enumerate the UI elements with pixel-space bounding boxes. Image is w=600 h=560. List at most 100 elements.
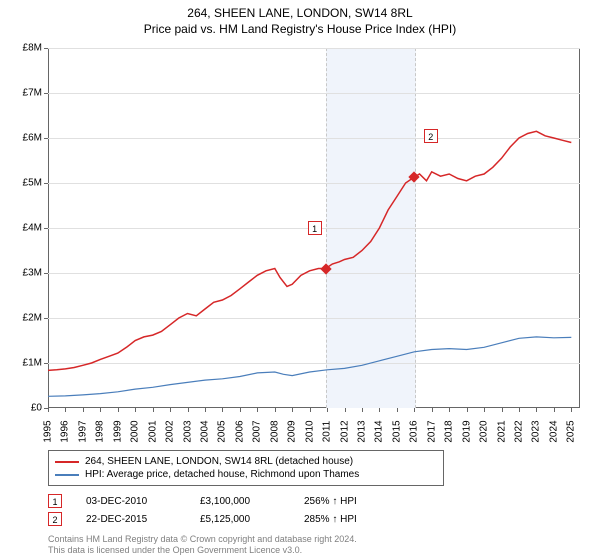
event-price: £5,125,000 — [200, 514, 280, 525]
x-axis-label: 2009 — [287, 420, 298, 442]
tick-x — [222, 408, 223, 412]
tick-x — [188, 408, 189, 412]
tick-x — [292, 408, 293, 412]
x-axis-label: 2002 — [165, 420, 176, 442]
tick-x — [397, 408, 398, 412]
tick-x — [170, 408, 171, 412]
tick-x — [83, 408, 84, 412]
event-date: 22-DEC-2015 — [86, 514, 176, 525]
legend-row: HPI: Average price, detached house, Rich… — [55, 468, 437, 481]
x-axis-label: 2020 — [479, 420, 490, 442]
x-axis-label: 1997 — [77, 420, 88, 442]
event-marker-badge: 2 — [48, 512, 62, 526]
tick-x — [65, 408, 66, 412]
y-axis-label: £0 — [31, 403, 48, 414]
y-axis-label: £1M — [23, 358, 48, 369]
tick-x — [310, 408, 311, 412]
x-axis-label: 2017 — [426, 420, 437, 442]
chart-container: 264, SHEEN LANE, LONDON, SW14 8RL Price … — [0, 0, 600, 560]
main-title: 264, SHEEN LANE, LONDON, SW14 8RL — [0, 6, 600, 20]
x-axis-label: 2004 — [199, 420, 210, 442]
legend-row: 264, SHEEN LANE, LONDON, SW14 8RL (detac… — [55, 455, 437, 468]
legend-box: 264, SHEEN LANE, LONDON, SW14 8RL (detac… — [48, 450, 444, 486]
event-row: 1 03-DEC-2010 £3,100,000 256% ↑ HPI — [48, 492, 374, 510]
tick-x — [571, 408, 572, 412]
tick-x — [135, 408, 136, 412]
chart-plot-area: £0£1M£2M£3M£4M£5M£6M£7M£8M19951996199719… — [48, 48, 580, 408]
x-axis-label: 2021 — [496, 420, 507, 442]
tick-x — [100, 408, 101, 412]
x-axis-label: 1995 — [43, 420, 54, 442]
y-axis-label: £3M — [23, 268, 48, 279]
x-axis-label: 2005 — [217, 420, 228, 442]
y-axis-label: £5M — [23, 178, 48, 189]
tick-x — [240, 408, 241, 412]
series-line — [48, 337, 571, 396]
event-marker-badge: 1 — [48, 494, 62, 508]
legend-swatch — [55, 461, 79, 463]
title-area: 264, SHEEN LANE, LONDON, SW14 8RL Price … — [0, 0, 600, 36]
tick-x — [257, 408, 258, 412]
x-axis-label: 2015 — [391, 420, 402, 442]
event-pct: 285% ↑ HPI — [304, 514, 374, 525]
x-axis-label: 2023 — [531, 420, 542, 442]
y-axis-label: £7M — [23, 88, 48, 99]
x-axis-label: 2024 — [548, 420, 559, 442]
tick-x — [275, 408, 276, 412]
x-axis-label: 2006 — [234, 420, 245, 442]
footer-line-1: Contains HM Land Registry data © Crown c… — [48, 534, 357, 545]
event-row: 2 22-DEC-2015 £5,125,000 285% ↑ HPI — [48, 510, 374, 528]
tick-x — [432, 408, 433, 412]
events-table: 1 03-DEC-2010 £3,100,000 256% ↑ HPI 2 22-DEC-… — [48, 492, 374, 528]
x-axis-label: 2003 — [182, 420, 193, 442]
x-axis-label: 2008 — [269, 420, 280, 442]
tick-x — [536, 408, 537, 412]
tick-x — [327, 408, 328, 412]
x-axis-label: 2013 — [356, 420, 367, 442]
x-axis-label: 2007 — [252, 420, 263, 442]
legend-label: HPI: Average price, detached house, Rich… — [85, 469, 359, 480]
tick-x — [205, 408, 206, 412]
tick-x — [519, 408, 520, 412]
tick-x — [48, 408, 49, 412]
legend-swatch — [55, 474, 79, 476]
x-axis-label: 2025 — [566, 420, 577, 442]
x-axis-label: 2012 — [339, 420, 350, 442]
y-axis-label: £4M — [23, 223, 48, 234]
tick-x — [153, 408, 154, 412]
tick-x — [449, 408, 450, 412]
tick-x — [467, 408, 468, 412]
event-price: £3,100,000 — [200, 496, 280, 507]
x-axis-label: 2010 — [304, 420, 315, 442]
series-line — [48, 131, 571, 370]
x-axis-label: 2016 — [409, 420, 420, 442]
event-number-box: 2 — [424, 129, 438, 143]
x-axis-label: 2011 — [322, 421, 333, 443]
x-axis-label: 2019 — [461, 420, 472, 442]
event-pct: 256% ↑ HPI — [304, 496, 374, 507]
tick-x — [362, 408, 363, 412]
x-axis-label: 1996 — [60, 420, 71, 442]
tick-x — [345, 408, 346, 412]
x-axis-label: 2000 — [130, 420, 141, 442]
y-axis-label: £6M — [23, 133, 48, 144]
sub-title: Price paid vs. HM Land Registry's House … — [0, 22, 600, 36]
tick-x — [379, 408, 380, 412]
event-number-box: 1 — [308, 221, 322, 235]
footer-attribution: Contains HM Land Registry data © Crown c… — [48, 534, 357, 556]
x-axis-label: 2018 — [444, 420, 455, 442]
x-axis-label: 1999 — [112, 420, 123, 442]
tick-x — [484, 408, 485, 412]
x-axis-label: 2014 — [374, 420, 385, 442]
y-axis-label: £2M — [23, 313, 48, 324]
legend-label: 264, SHEEN LANE, LONDON, SW14 8RL (detac… — [85, 456, 353, 467]
event-date: 03-DEC-2010 — [86, 496, 176, 507]
y-axis-label: £8M — [23, 43, 48, 54]
tick-x — [502, 408, 503, 412]
tick-x — [554, 408, 555, 412]
tick-x — [118, 408, 119, 412]
tick-x — [414, 408, 415, 412]
x-axis-label: 1998 — [95, 420, 106, 442]
footer-line-2: This data is licensed under the Open Gov… — [48, 545, 357, 556]
x-axis-label: 2022 — [513, 420, 524, 442]
